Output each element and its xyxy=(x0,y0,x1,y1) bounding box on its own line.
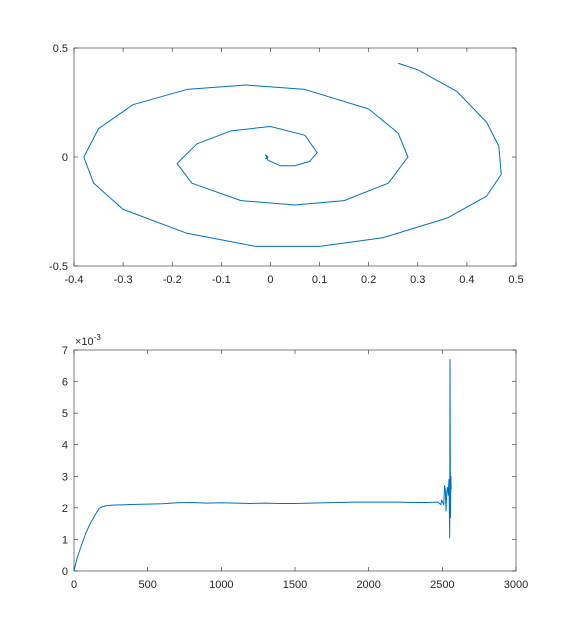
timeseries-y-tick-label: 0 xyxy=(62,566,68,578)
spiral-x-tick-label: 0.1 xyxy=(312,274,327,286)
spiral-plot-area xyxy=(73,47,517,267)
spiral-y-tick-label: 0.5 xyxy=(53,43,68,55)
spiral-x-tick-label: 0.3 xyxy=(410,274,425,286)
timeseries-x-tick-label: 0 xyxy=(71,579,77,591)
timeseries-y-tick-label: 3 xyxy=(62,471,68,483)
spiral-data xyxy=(83,62,502,247)
spiral-series-line xyxy=(83,62,502,247)
timeseries-series-line xyxy=(73,358,452,572)
spiral-x-tick-label: 0.4 xyxy=(459,274,474,286)
timeseries-ticks: 0 500 1000 1500 2000 2500 3000 0 1 2 3 4 5 6 7 xyxy=(62,345,528,591)
spiral-x-tick-label: 0.5 xyxy=(508,274,523,286)
timeseries-x-tick-label: 2500 xyxy=(430,579,454,591)
spiral-x-tick-label: 0.2 xyxy=(361,274,376,286)
timeseries-data xyxy=(73,358,452,572)
timeseries-y-tick-label: 2 xyxy=(62,503,68,515)
spiral-x-tick-label: 0 xyxy=(267,274,273,286)
spiral-x-tick-label: -0.2 xyxy=(163,274,182,286)
spiral-axes: -0.4 -0.3 -0.2 -0.1 0 0.1 0.2 0.3 0.4 0.5 -0.5 0 0.5 xyxy=(49,43,524,286)
timeseries-x-tick-label: 2000 xyxy=(356,579,380,591)
timeseries-y-tick-label: 6 xyxy=(62,377,68,389)
timeseries-x-tick-label: 3000 xyxy=(504,579,528,591)
y-axis-exponent-label: ×10-3 xyxy=(75,333,101,348)
timeseries-y-tick-label: 1 xyxy=(62,534,68,546)
timeseries-axes: 0 500 1000 1500 2000 2500 3000 0 1 2 3 4 5 6 7 ×10-3 xyxy=(62,333,528,591)
timeseries-x-tick-label: 1000 xyxy=(209,579,233,591)
spiral-y-tick-label: -0.5 xyxy=(49,261,68,273)
spiral-ticks: -0.4 -0.3 -0.2 -0.1 0 0.1 0.2 0.3 0.4 0.5 -0.5 0 0.5 xyxy=(49,43,524,286)
timeseries-y-tick-label: 5 xyxy=(62,408,68,420)
timeseries-y-tick-label: 4 xyxy=(62,440,68,452)
spiral-x-tick-label: -0.3 xyxy=(114,274,133,286)
timeseries-x-tick-label: 1500 xyxy=(283,579,307,591)
spiral-x-tick-label: -0.1 xyxy=(212,274,231,286)
timeseries-plot-area xyxy=(73,349,517,572)
timeseries-x-tick-label: 500 xyxy=(138,579,156,591)
timeseries-y-tick-label: 7 xyxy=(62,345,68,357)
spiral-y-tick-label: 0 xyxy=(62,152,68,164)
spiral-x-tick-label: -0.4 xyxy=(65,274,84,286)
